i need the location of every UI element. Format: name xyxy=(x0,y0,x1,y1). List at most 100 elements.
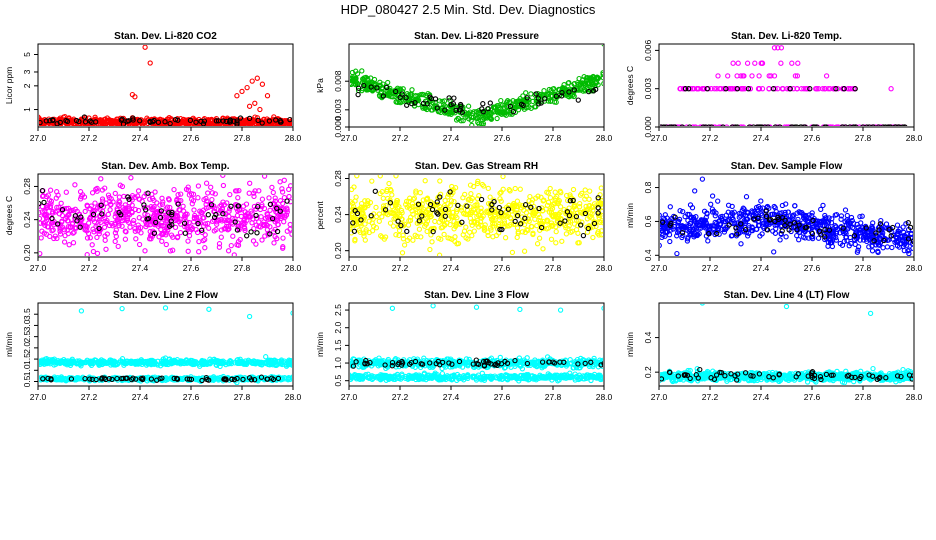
data-point xyxy=(205,220,211,227)
data-point xyxy=(66,242,72,248)
data-point xyxy=(720,124,726,126)
data-point xyxy=(560,85,566,91)
data-point xyxy=(39,188,46,194)
data-point xyxy=(905,220,911,226)
data-point xyxy=(791,220,798,226)
data-point xyxy=(265,359,272,365)
y-tick-label: 0.20 xyxy=(22,244,32,261)
x-tick-label: 28.0 xyxy=(906,263,923,273)
data-point xyxy=(359,68,365,74)
data-point xyxy=(398,222,404,229)
data-point xyxy=(851,124,857,126)
data-point xyxy=(91,229,97,235)
data-point xyxy=(350,214,353,220)
data-point xyxy=(259,196,266,202)
data-point xyxy=(480,101,486,107)
y-tick-label: 2.0 xyxy=(22,342,32,354)
data-point xyxy=(822,234,828,240)
data-point xyxy=(81,114,88,120)
data-point xyxy=(687,124,693,126)
data-point xyxy=(538,100,544,106)
data-point xyxy=(807,86,813,92)
data-point xyxy=(145,190,151,196)
data-point xyxy=(47,187,54,193)
data-point xyxy=(903,234,909,241)
data-point xyxy=(586,81,593,87)
y-axis-label: degrees C xyxy=(625,66,635,105)
data-point xyxy=(266,118,273,124)
data-point xyxy=(90,248,97,255)
data-point xyxy=(422,178,428,184)
data-point xyxy=(801,124,807,126)
data-point xyxy=(712,213,718,219)
data-point xyxy=(74,208,80,215)
data-point xyxy=(548,220,555,226)
data-point xyxy=(822,236,828,243)
x-tick-label: 27.0 xyxy=(30,133,47,143)
data-point xyxy=(504,98,511,104)
data-point xyxy=(350,203,357,210)
data-point xyxy=(496,104,502,110)
y-tick-label: 0.28 xyxy=(22,178,32,195)
data-point xyxy=(553,93,560,99)
data-point xyxy=(400,232,406,238)
data-point xyxy=(526,104,532,110)
data-point xyxy=(498,198,504,204)
data-point xyxy=(76,118,82,125)
data-point xyxy=(576,240,582,246)
data-point xyxy=(259,237,265,243)
x-tick-label: 27.6 xyxy=(804,133,821,143)
data-point xyxy=(542,96,548,102)
data-point xyxy=(507,215,514,221)
data-point xyxy=(354,71,361,77)
data-point xyxy=(368,84,374,90)
data-point xyxy=(704,86,710,92)
data-point xyxy=(660,242,662,249)
data-point xyxy=(472,202,478,209)
data-point xyxy=(525,227,531,234)
data-point xyxy=(577,87,584,93)
data-point xyxy=(687,86,694,92)
data-point xyxy=(775,45,781,51)
data-point xyxy=(505,206,512,212)
data-point xyxy=(360,210,366,216)
data-point xyxy=(169,360,175,366)
data-point xyxy=(146,236,153,242)
data-point xyxy=(86,115,92,121)
data-point xyxy=(289,117,292,123)
data-point xyxy=(416,218,422,224)
data-point xyxy=(210,357,217,363)
data-point xyxy=(191,219,197,225)
data-point xyxy=(413,190,419,196)
data-point xyxy=(756,73,762,79)
data-points xyxy=(39,305,292,385)
data-point xyxy=(231,252,237,256)
data-point xyxy=(147,60,153,66)
data-point xyxy=(768,211,774,218)
data-point xyxy=(252,100,258,106)
x-tick-label: 27.6 xyxy=(804,263,821,273)
data-point xyxy=(227,191,233,198)
data-point xyxy=(220,182,227,189)
data-point xyxy=(49,210,56,216)
data-point xyxy=(512,102,518,109)
data-point xyxy=(239,88,245,95)
data-point xyxy=(798,124,804,126)
data-point xyxy=(205,190,211,196)
data-point xyxy=(497,190,503,196)
data-point xyxy=(547,195,554,201)
data-point xyxy=(771,203,777,210)
data-point xyxy=(556,211,562,217)
x-tick-label: 28.0 xyxy=(596,263,613,273)
x-tick-label: 27.6 xyxy=(494,133,511,143)
data-point xyxy=(524,95,530,101)
data-point xyxy=(823,73,830,79)
x-tick-label: 28.0 xyxy=(906,133,923,143)
data-point xyxy=(691,86,697,92)
data-point xyxy=(778,45,785,51)
data-point xyxy=(429,239,435,245)
data-point xyxy=(536,205,542,212)
data-point xyxy=(595,205,601,211)
data-point xyxy=(253,212,259,219)
data-point xyxy=(663,124,669,126)
